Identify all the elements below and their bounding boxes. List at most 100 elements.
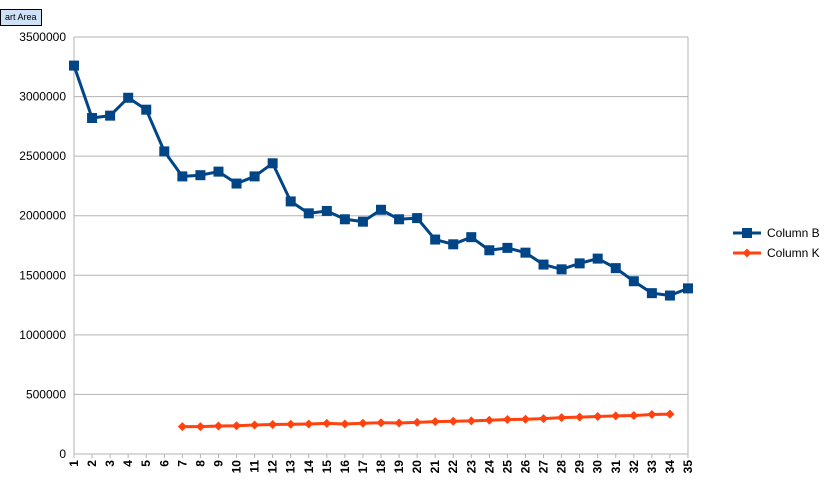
data-point (539, 414, 549, 424)
x-tick-label: 3 (103, 460, 117, 467)
series-line (182, 412, 670, 429)
legend: Column B Column K (733, 226, 820, 260)
legend-entry: Column K (733, 246, 820, 260)
data-point (683, 283, 693, 294)
y-tick-label: 3500000 (19, 30, 66, 44)
x-tick-label: 25 (500, 460, 514, 474)
y-tick-label: 2000000 (19, 209, 66, 223)
legend-label: Column K (767, 246, 820, 260)
x-tick-label: 34 (663, 460, 677, 474)
x-tick-label: 28 (555, 460, 569, 474)
x-tick-label: 30 (591, 460, 605, 474)
x-tick-label: 32 (627, 460, 641, 474)
data-point (502, 242, 513, 253)
axes (73, 37, 689, 458)
data-point (448, 416, 458, 426)
x-tick-label: 17 (356, 460, 370, 474)
x-tick-label: 11 (248, 460, 262, 473)
x-tick-label: 35 (681, 460, 695, 474)
data-point (665, 409, 675, 419)
x-tick-label: 5 (139, 460, 153, 467)
data-point (628, 276, 639, 287)
x-tick-label: 4 (121, 460, 135, 467)
x-tick-label: 12 (266, 460, 280, 474)
data-point (286, 419, 296, 429)
data-point (340, 419, 350, 429)
x-tick-label: 22 (446, 460, 460, 474)
x-tick-label: 16 (338, 460, 352, 474)
data-point (105, 110, 116, 121)
data-point (502, 414, 512, 424)
data-point (231, 178, 242, 189)
data-point (593, 411, 603, 421)
data-point (123, 92, 134, 103)
data-point (304, 419, 314, 429)
data-point (232, 421, 242, 431)
x-tick-label: 18 (374, 460, 388, 474)
data-point (267, 158, 278, 169)
x-tick-label: 9 (211, 460, 225, 467)
data-point (69, 60, 79, 71)
x-tick-label: 19 (392, 460, 406, 474)
data-point (394, 214, 405, 225)
data-point (394, 418, 404, 428)
data-point (557, 413, 567, 423)
x-tick-label: 27 (537, 460, 551, 474)
data-series (69, 60, 693, 432)
x-tick-label: 7 (175, 460, 189, 467)
data-point (285, 196, 296, 207)
data-point (646, 288, 657, 299)
data-point (412, 213, 423, 224)
x-tick-label: 14 (302, 460, 316, 474)
legend-label: Column B (767, 226, 820, 240)
y-tick-label: 1000000 (19, 328, 66, 342)
data-point (448, 239, 459, 250)
x-tick-label: 33 (645, 460, 659, 474)
series-column-b (69, 60, 693, 301)
data-point (357, 216, 368, 227)
data-point (177, 171, 188, 182)
x-tick-label: 15 (320, 460, 334, 474)
data-point (195, 170, 206, 181)
data-point (611, 411, 621, 421)
data-point (249, 171, 260, 182)
x-tick-label: 2 (85, 460, 99, 467)
data-point (430, 234, 441, 245)
data-point (321, 205, 332, 216)
data-point (213, 166, 224, 177)
data-point (177, 422, 187, 432)
data-point (520, 414, 530, 424)
y-tick-label: 2500000 (19, 149, 66, 163)
data-point (339, 214, 350, 225)
x-tick-label: 29 (573, 460, 587, 474)
x-tick-label: 6 (157, 460, 171, 467)
x-tick-label: 10 (230, 460, 244, 474)
data-point (430, 417, 440, 427)
data-point (322, 418, 332, 428)
data-point (575, 412, 585, 422)
data-point (574, 258, 585, 269)
x-axis-tick-labels: 1 2 3 4 5 6 7 8 9 10 11 12 13 14 15 16 17 18 19 20 21 22 23 24 2… (67, 460, 695, 474)
data-point (250, 420, 260, 430)
data-point (412, 417, 422, 427)
data-point (303, 208, 314, 219)
y-tick-label: 0 (59, 447, 66, 461)
data-point (376, 204, 386, 215)
grid-lines (74, 36, 688, 395)
x-tick-label: 21 (428, 460, 442, 474)
data-point (556, 264, 567, 275)
data-point (268, 419, 278, 429)
data-point (647, 409, 657, 419)
data-point (159, 146, 170, 157)
data-point (141, 104, 152, 115)
x-tick-label: 31 (609, 460, 623, 474)
data-point (195, 422, 205, 432)
data-point (520, 247, 531, 258)
x-tick-label: 24 (482, 460, 496, 474)
data-point (610, 263, 621, 274)
legend-marker (742, 248, 752, 258)
data-point (466, 416, 476, 426)
chart-area-tooltip: art Area (0, 9, 42, 26)
data-point (484, 415, 494, 425)
